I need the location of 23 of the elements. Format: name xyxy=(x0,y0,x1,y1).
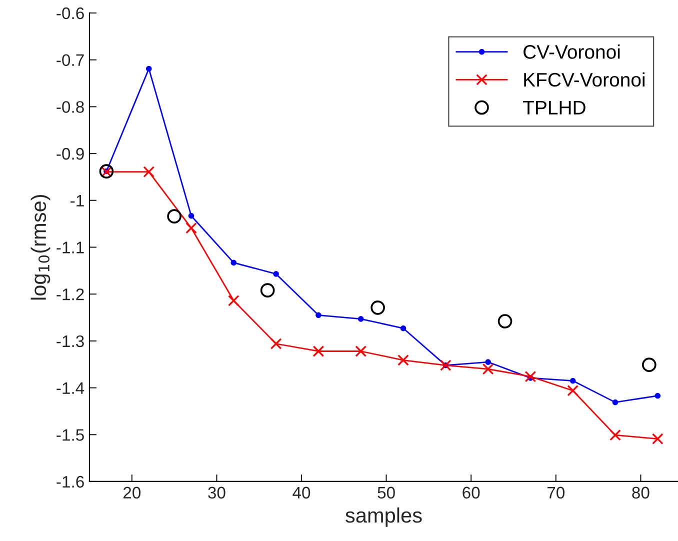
x-tick-label: 20 xyxy=(123,486,141,499)
y-tick-label: -1.3 xyxy=(56,335,84,348)
y-tick-label: -1.5 xyxy=(56,429,84,441)
x-tick-label: 70 xyxy=(547,486,565,499)
legend-label: TPLHD xyxy=(523,100,586,114)
x-tick-label: 40 xyxy=(292,486,310,499)
y-tick-label: -1 xyxy=(70,194,84,206)
x-tick-label: 60 xyxy=(462,486,480,499)
legend-label: CV-Voronoi xyxy=(524,44,620,59)
y-tick-label: -1.4 xyxy=(56,382,84,394)
x-tick-label: 50 xyxy=(378,486,395,499)
x-tick-label: 80 xyxy=(632,486,650,499)
legend-label: KFCV-Voronoi xyxy=(524,72,644,87)
y-tick-label: -1.6 xyxy=(56,476,84,488)
y-tick-label: -0.7 xyxy=(56,54,84,66)
y-tick-label: -0.6 xyxy=(56,7,84,20)
y-tick-label: -1.1 xyxy=(56,242,84,254)
y-tick-label: -0.9 xyxy=(56,148,84,160)
y-tick-label: -0.8 xyxy=(56,101,84,113)
x-axis-title: samples xyxy=(346,507,422,527)
y-axis-title: log$_{10}$(rmse) xyxy=(30,194,50,300)
x-tick-label: 30 xyxy=(208,486,226,499)
y-tick-label: -1.2 xyxy=(56,288,84,300)
